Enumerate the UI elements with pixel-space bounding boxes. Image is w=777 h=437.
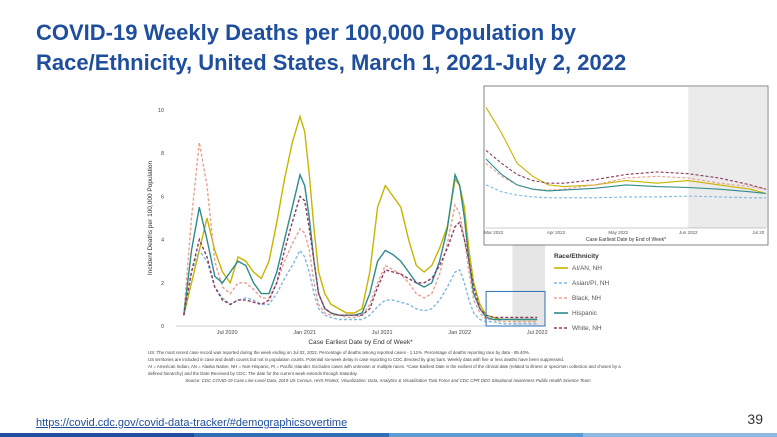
y-tick-label: 4: [161, 238, 164, 244]
slide-title: COVID-19 Weekly Deaths per 100,000 Popul…: [36, 20, 627, 75]
bar-segment: [194, 433, 389, 437]
inset-x-tick-label: Jul 20: [752, 230, 765, 235]
x-tick-label: Jan 2021: [293, 330, 316, 336]
note-line: AI = American Indian, AN = Alaska Native…: [148, 364, 621, 376]
y-tick-label: 0: [161, 324, 164, 330]
note-line: US: The most recent case record was repo…: [148, 350, 531, 355]
inset-x-tick-label: Mar 2022: [484, 230, 504, 235]
source-line: Source: CDC COVID-19 Case Line-Level Dat…: [185, 377, 591, 383]
inset-series-line-black-nh: [485, 162, 767, 191]
legend-label: AI/AN, NH: [572, 265, 602, 272]
series-line-asian-pi-nh: [183, 248, 538, 325]
legend-label: Asian/PI, NH: [572, 280, 610, 287]
x-tick-label: Jul 2021: [372, 330, 393, 336]
inset-x-tick-label: May 2022: [608, 230, 628, 235]
legend-label: Hispanic: [572, 310, 598, 317]
chart-notes: US: The most recent case record was repo…: [148, 350, 628, 385]
bar-segment: [0, 433, 195, 437]
series-line-ai-an-nh: [183, 114, 538, 321]
legend-title: Race/Ethnicity: [554, 253, 599, 260]
inset-series-line-asian-pi-nh: [485, 184, 766, 199]
x-tick-label: Jan 2022: [448, 330, 471, 336]
page-number: 39: [747, 411, 763, 427]
legend: Race/Ethnicity AI/AN, NH Asian/PI, NH Black…: [554, 253, 610, 332]
legend-label: White, NH: [572, 325, 602, 332]
bar-segment: [388, 433, 583, 437]
inset-series-line-hispanic: [485, 158, 767, 195]
inset-x-tick-label: Apr 2022: [547, 230, 566, 235]
y-tick-label: 10: [158, 108, 164, 114]
y-axis-title: Incident Deaths per 100,000 Population: [147, 161, 154, 276]
inset-delay-band: [688, 87, 767, 228]
series-line-white-nh: [183, 195, 538, 319]
bottom-color-bar: [0, 433, 777, 437]
y-tick-label: 6: [161, 194, 164, 200]
zoom-region-box: [485, 290, 546, 327]
bar-segment: [582, 433, 777, 437]
y-tick-label: 2: [161, 281, 164, 287]
y-tick-label: 8: [161, 151, 164, 157]
inset-plot: Mar 2022 Apr 2022 May 2022 Jun 2022 Jul 20 Ca…: [483, 85, 769, 246]
data-tracker-link[interactable]: https://covid.cdc.gov/covid-data-tracker…: [36, 417, 348, 429]
inset-x-axis-title: Case Earliest Date by End of Week*: [586, 237, 666, 243]
legend-label: Black, NH: [572, 295, 601, 302]
x-tick-label: Jul 2022: [527, 330, 548, 336]
note-line: US territories are included in case and …: [148, 357, 565, 363]
x-tick-label: Jul 2020: [217, 330, 238, 336]
x-axis-title: Case Earliest Date by End of Week*: [308, 339, 413, 346]
inset-x-tick-label: Jun 2022: [679, 230, 698, 235]
